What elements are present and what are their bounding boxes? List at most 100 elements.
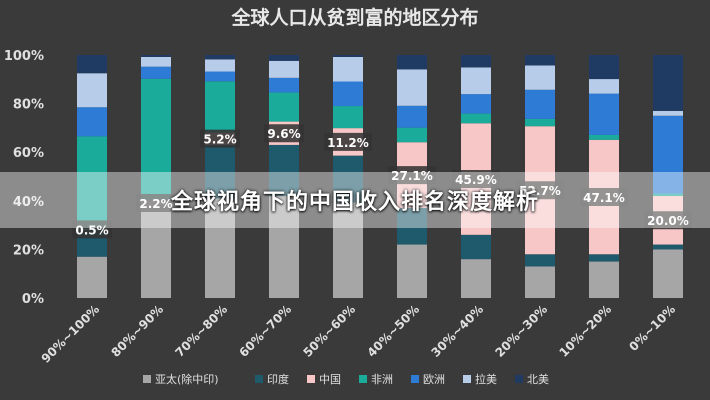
x-axis: 90%~100% 80%~90% 70%~80% 60%~70% 50%~60% 40%~… <box>39 302 679 366</box>
x-tick-label: 20%~30% <box>492 302 550 360</box>
x-tick-label: 60%~70% <box>236 302 294 360</box>
legend-swatch <box>307 375 315 383</box>
y-tick-label: 20% <box>13 243 44 258</box>
y-axis: 0% 20% 40% 60% 80% 100% <box>4 49 44 307</box>
data-label-bg <box>388 166 436 185</box>
bar-segment <box>269 60 299 78</box>
bar-segment <box>461 67 491 95</box>
legend-label: 非洲 <box>371 373 393 386</box>
data-label-bg <box>264 124 304 143</box>
data-label: 52.7% <box>519 184 561 198</box>
bar-segment <box>333 155 363 203</box>
y-tick-label: 60% <box>13 146 44 161</box>
bar-segment <box>589 55 619 80</box>
bar-segment <box>141 66 171 79</box>
bar-segment <box>461 259 491 298</box>
legend-swatch <box>255 375 263 383</box>
data-label: 45.9% <box>455 173 497 187</box>
data-label-bg <box>516 181 564 200</box>
data-label: 5.2% <box>203 133 236 147</box>
bar-segment <box>589 93 619 135</box>
banner-text: 全球视角下的中国收入排名深度解析 <box>170 190 539 215</box>
bar-segment <box>525 55 555 66</box>
data-label-bg <box>644 211 692 230</box>
bar-segment <box>269 195 299 298</box>
bar-segment <box>525 254 555 267</box>
x-tick-label: 90%~100% <box>39 302 103 366</box>
y-tick-label: 40% <box>13 195 44 210</box>
data-label: 47.1% <box>583 191 625 205</box>
bar-segment <box>141 55 171 57</box>
data-label-bg <box>200 129 240 148</box>
bar-segment <box>653 110 683 116</box>
y-tick-label: 100% <box>4 49 44 64</box>
data-label-bg <box>324 132 372 151</box>
bar-segment <box>333 55 363 57</box>
legend-swatch <box>463 375 471 383</box>
bar-segment <box>77 107 107 137</box>
bar-segment <box>653 115 683 194</box>
x-tick-label: 0%~10% <box>626 302 678 354</box>
bar-segment <box>269 92 299 122</box>
legend-swatch <box>143 375 151 383</box>
bar-segment <box>461 113 491 124</box>
data-label-bg <box>452 170 500 189</box>
x-tick-label: 70%~80% <box>172 302 230 360</box>
bar-segment <box>205 59 235 72</box>
bar-segment <box>589 261 619 298</box>
chart-title: 全球人口从贫到富的地区分布 <box>230 6 478 29</box>
bar-segment <box>525 89 555 119</box>
data-label: 20.0% <box>647 214 689 228</box>
bar-segment <box>141 78 171 201</box>
bar-segment <box>589 254 619 262</box>
bar-segment <box>205 198 235 298</box>
bar-segment <box>77 73 107 108</box>
legend-label: 印度 <box>267 372 289 386</box>
x-tick-label: 10%~20% <box>556 302 614 360</box>
bar-segment <box>461 94 491 114</box>
data-label-bg <box>136 193 176 212</box>
y-tick-label: 80% <box>13 98 44 113</box>
bar-segment <box>397 244 427 298</box>
x-tick-label: 50%~60% <box>300 302 358 360</box>
bar-segment <box>397 105 427 128</box>
bar-segment <box>205 71 235 82</box>
x-tick-label: 40%~50% <box>364 302 422 360</box>
bar-segment <box>333 56 363 82</box>
bar-segment <box>333 81 363 107</box>
bar-segment <box>589 79 619 94</box>
bar-segment <box>653 193 683 196</box>
y-tick-label: 0% <box>22 292 44 307</box>
legend: 亚太(除中印) 印度 中国 非洲 欧洲 拉美 北美 <box>143 372 549 386</box>
bar-segment <box>461 234 491 260</box>
bar-segment <box>525 65 555 90</box>
bar-segment <box>77 256 107 298</box>
bar-segment <box>397 69 427 106</box>
legend-swatch <box>359 375 367 383</box>
legend-label: 亚太(除中印) <box>155 372 219 386</box>
bar-segment <box>77 136 107 229</box>
data-label-bg <box>580 188 628 207</box>
bar-segment <box>653 249 683 298</box>
data-label: 2.2% <box>139 197 172 211</box>
data-label: 11.2% <box>327 136 369 150</box>
bar-segment <box>205 81 235 133</box>
data-labels: 0.5% 2.2% 5.2% 9.6% 11.2% 27.1% 45.9% 52.7% 47.1… <box>72 124 692 239</box>
data-label-bg <box>72 220 112 239</box>
data-label: 0.5% <box>75 223 108 237</box>
bar-segment <box>397 55 427 70</box>
legend-label: 欧洲 <box>423 373 445 386</box>
x-tick-label: 80%~90% <box>108 302 166 360</box>
x-tick-label: 30%~40% <box>428 302 486 360</box>
data-label: 9.6% <box>267 127 300 141</box>
bar-segment <box>141 205 171 298</box>
bar-segment <box>77 55 107 74</box>
bar-segment <box>269 55 299 61</box>
bar-segment <box>269 144 299 196</box>
legend-label: 拉美 <box>475 372 497 386</box>
bar-segment <box>461 55 491 68</box>
bar-segment <box>397 208 427 245</box>
bar-segment <box>205 144 235 199</box>
bar-segment <box>205 55 235 60</box>
